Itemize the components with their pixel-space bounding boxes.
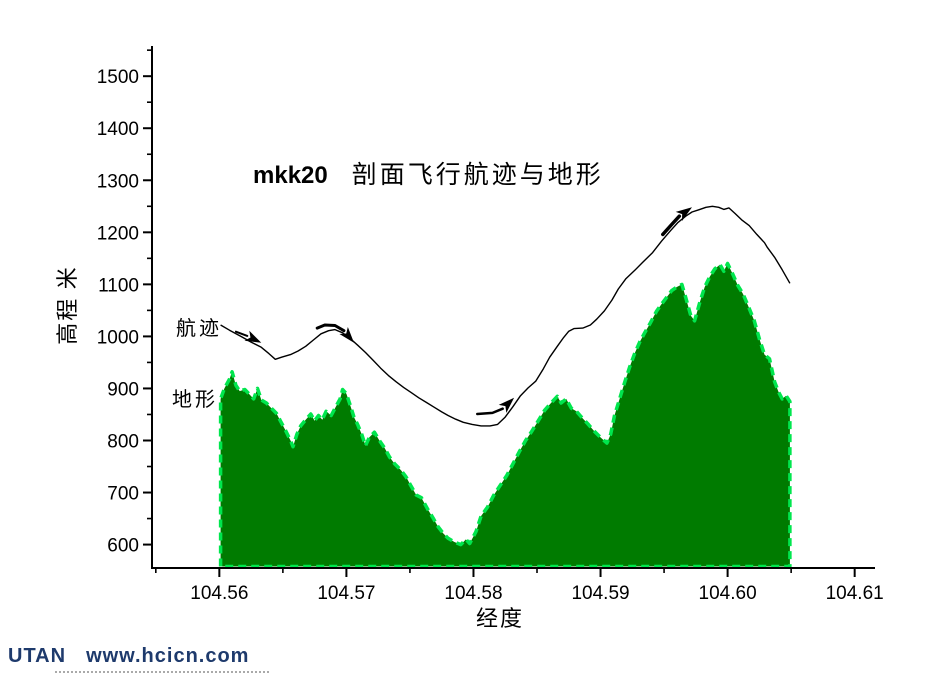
x-axis-title: 经度: [475, 606, 525, 631]
y-tick-label: 800: [107, 431, 139, 452]
direction-arrow-tail-2: [476, 407, 504, 416]
direction-arrow-head-3: [675, 207, 692, 221]
x-tick-label: 104.58: [444, 583, 502, 604]
chart-title: mkk20 剖面飞行航迹与地形: [253, 155, 604, 191]
chart-title-prefix: mkk20: [253, 162, 328, 189]
x-tick-label: 104.57: [317, 583, 375, 604]
y-tick-label: 1100: [98, 275, 139, 296]
y-tick-label: 1000: [97, 327, 139, 348]
watermark-url[interactable]: www.hcicn.com: [86, 645, 250, 667]
direction-arrow-head-2: [498, 397, 515, 413]
x-tick-label: 104.60: [699, 583, 757, 604]
y-tick-label: 1200: [97, 223, 139, 244]
direction-arrow-tail-0: [234, 330, 249, 337]
y-tick-label: 700: [107, 484, 139, 505]
chart-title-text: 剖面飞行航迹与地形: [351, 162, 604, 189]
direction-arrow-tail-1: [315, 323, 346, 333]
y-tick-label: 1500: [97, 67, 139, 88]
x-tick-label: 104.56: [190, 583, 248, 604]
watermark-underline: [55, 671, 269, 673]
x-tick-label: 104.59: [571, 583, 629, 604]
trajectory-line: [220, 205, 791, 427]
direction-arrow-head-0: [244, 330, 262, 343]
y-tick-label: 900: [107, 379, 139, 400]
x-tick-label: 104.61: [826, 583, 884, 604]
y-tick-label: 1300: [97, 171, 139, 192]
direction-arrow-head-1: [339, 326, 354, 343]
watermark-brand: UTAN: [8, 645, 67, 667]
trajectory-series-label: 航迹: [176, 318, 222, 340]
y-axis-title: 高程 米: [55, 265, 80, 345]
watermark: UTAN www.hcicn.com: [8, 645, 249, 668]
y-tick-label: 1400: [97, 119, 139, 140]
axes: [151, 46, 875, 569]
terrain-area: [218, 261, 792, 569]
y-tick-label: 600: [107, 536, 139, 557]
direction-arrow-tail-3: [661, 214, 682, 237]
terrain-series-label: 地形: [172, 389, 218, 411]
